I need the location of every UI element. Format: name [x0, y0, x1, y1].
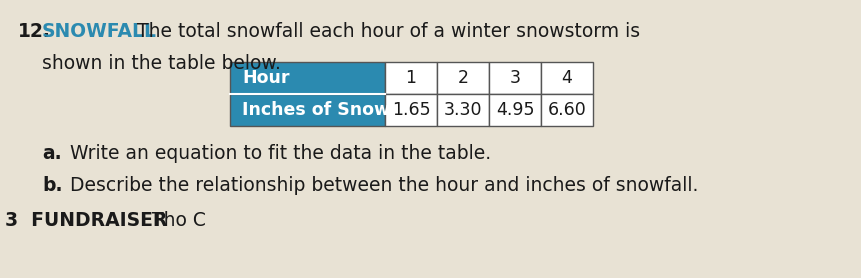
- Bar: [385, 62, 437, 94]
- Text: 3  FUNDRAISER: 3 FUNDRAISER: [5, 211, 167, 230]
- Bar: [541, 62, 592, 94]
- Bar: [230, 94, 385, 126]
- Text: Hour: Hour: [242, 69, 289, 87]
- Text: 1.65: 1.65: [391, 101, 430, 119]
- Text: 1: 1: [405, 69, 416, 87]
- Text: Inches of Snowfall: Inches of Snowfall: [242, 101, 421, 119]
- Bar: [437, 62, 488, 94]
- Text: 6.60: 6.60: [547, 101, 585, 119]
- Bar: [437, 94, 488, 126]
- Bar: [541, 94, 592, 126]
- Text: SNOWFALL: SNOWFALL: [42, 22, 157, 41]
- Text: 3.30: 3.30: [443, 101, 481, 119]
- Text: Write an equation to fit the data in the table.: Write an equation to fit the data in the…: [64, 144, 491, 163]
- Text: Tho C: Tho C: [139, 211, 206, 230]
- Text: 4: 4: [561, 69, 572, 87]
- Text: 12.: 12.: [18, 22, 51, 41]
- Text: The total snowfall each hour of a winter snowstorm is: The total snowfall each hour of a winter…: [125, 22, 640, 41]
- Bar: [230, 62, 385, 94]
- Text: 4.95: 4.95: [495, 101, 534, 119]
- Bar: [488, 62, 541, 94]
- Bar: [385, 94, 437, 126]
- Text: shown in the table below.: shown in the table below.: [42, 54, 281, 73]
- Bar: [488, 94, 541, 126]
- Text: Describe the relationship between the hour and inches of snowfall.: Describe the relationship between the ho…: [64, 176, 697, 195]
- Text: 2: 2: [457, 69, 468, 87]
- Text: a.: a.: [42, 144, 61, 163]
- Text: b.: b.: [42, 176, 63, 195]
- Text: 3: 3: [509, 69, 520, 87]
